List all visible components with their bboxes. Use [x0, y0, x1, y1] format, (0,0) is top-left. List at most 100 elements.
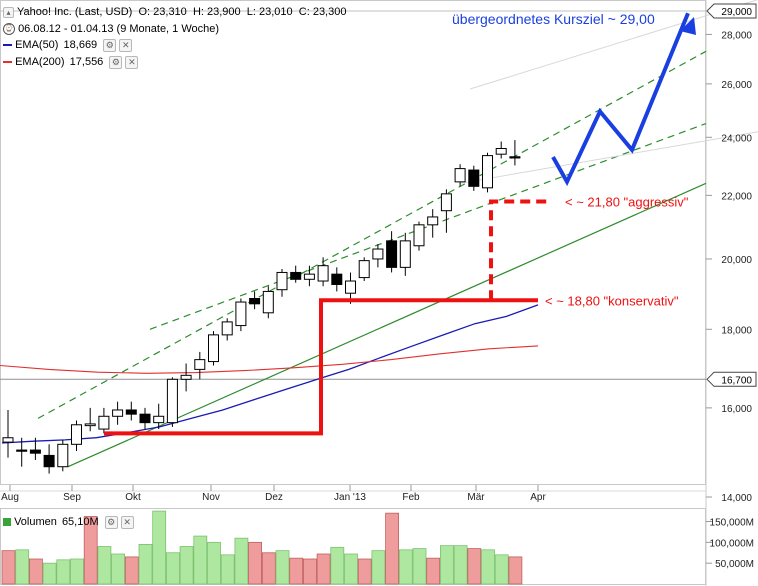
volume-bar: [302, 558, 317, 585]
candle: [112, 401, 124, 425]
candle: [468, 165, 480, 191]
gear-icon[interactable]: ⚙: [103, 38, 117, 52]
y-tick-label: 20,000: [721, 255, 752, 266]
x-tick-label: Feb: [402, 492, 420, 503]
candle-body: [221, 321, 233, 336]
candle-body: [98, 415, 110, 430]
candle: [98, 407, 110, 434]
ema200-swatch: [3, 61, 12, 64]
candle: [43, 444, 55, 474]
ema200-line: [0, 345, 539, 374]
y-tick-label: 18,000: [721, 325, 752, 336]
candle-body: [440, 193, 452, 212]
candle-body: [29, 449, 41, 454]
x-tick-label: Nov: [202, 492, 220, 503]
y-tick-label: 24,000: [721, 133, 752, 144]
volume-bar: [207, 541, 221, 585]
volume-bar: [152, 510, 167, 585]
volume-tick-label: 50,000M: [715, 559, 754, 570]
candle: [249, 291, 261, 310]
date-range: 06.08.12 - 01.04.13 (9 Monate, 1 Woche): [18, 23, 220, 35]
volume-bar: [220, 554, 235, 585]
volume-bar: [385, 512, 400, 585]
candle: [71, 420, 82, 451]
volume-bar: [357, 558, 372, 585]
gear-icon[interactable]: ⚙: [109, 55, 123, 69]
ema50-line: [1, 304, 539, 444]
x-tick-label: Jan '13: [334, 492, 366, 503]
volume-bar: [481, 549, 495, 585]
ema50-swatch: [3, 44, 12, 47]
candle: [139, 407, 151, 430]
candle: [153, 403, 165, 430]
candle-body: [235, 301, 247, 327]
candle-body: [454, 168, 466, 183]
candle-body: [153, 415, 165, 424]
candle-body: [509, 156, 521, 159]
close-icon[interactable]: ✕: [119, 38, 133, 52]
chevron-up-icon[interactable]: ▴: [3, 6, 14, 18]
candle: [399, 232, 411, 276]
candle: [386, 231, 398, 273]
ema50-legend[interactable]: EMA(50) 18,669 ⚙ ✕: [3, 38, 133, 52]
candle: [413, 221, 425, 251]
candle: [440, 189, 452, 233]
candle: [317, 257, 329, 287]
x-tick-label: Apr: [530, 492, 546, 503]
volume-bar: [494, 554, 509, 585]
candle-body: [2, 437, 14, 443]
reference-marker: [706, 371, 757, 387]
x-tick-label: Dez: [265, 492, 283, 503]
candle-body: [482, 155, 493, 189]
candle-body: [112, 409, 124, 417]
y-tick-label: 26,000: [721, 80, 752, 91]
close-icon[interactable]: ✕: [125, 55, 139, 69]
candle: [84, 407, 96, 432]
aggressive-annotation: < ~ 21,80 "aggressiv": [565, 194, 689, 209]
candle-body: [166, 378, 178, 424]
channel-middle-line: [149, 122, 707, 330]
channel-lower-line: [67, 182, 707, 468]
high-value: H: 23,900: [192, 6, 241, 18]
candle-body: [125, 409, 137, 415]
candle: [235, 298, 247, 332]
y-tick-label: 22,000: [721, 191, 752, 202]
candle-body: [71, 424, 82, 445]
volume-bar: [111, 553, 125, 585]
volume-bar: [193, 535, 208, 585]
close-icon[interactable]: ✕: [120, 515, 134, 529]
volume-bar: [453, 545, 468, 585]
low-value: L: 23,010: [246, 6, 293, 18]
ema200-legend[interactable]: EMA(200) 17,556 ⚙ ✕: [3, 55, 139, 69]
candle: [290, 265, 302, 283]
volume-bar: [56, 559, 71, 585]
candle-body: [399, 240, 411, 268]
target-annotation: übergeordnetes Kursziel ~ 29,00: [452, 11, 655, 27]
x-tick-label: Okt: [125, 492, 141, 503]
volume-bar: [28, 558, 43, 585]
gear-icon[interactable]: ⚙: [104, 515, 118, 529]
candle: [2, 409, 14, 458]
volume-bar: [439, 545, 454, 585]
volume-tick-label: 100,000M: [710, 538, 754, 549]
volume-bar: [248, 541, 263, 585]
volume-bar: [398, 549, 413, 585]
candle: [509, 140, 521, 166]
support-line-conservative: [104, 298, 538, 436]
target-arrowhead: [680, 17, 696, 35]
volume-swatch: [3, 518, 11, 527]
target-path: [551, 12, 690, 187]
volume-bar: [508, 556, 523, 585]
price-panel-frame: [0, 0, 706, 485]
candle-body: [345, 280, 356, 294]
candle: [125, 401, 137, 421]
candle-body: [495, 148, 507, 155]
volume-bar: [42, 562, 57, 585]
volume-bar: [316, 553, 331, 585]
volume-legend[interactable]: Volumen 65,10M ⚙ ✕: [3, 515, 134, 529]
volume-bar: [97, 546, 112, 585]
candle-body: [194, 359, 206, 370]
x-tick-label: Sep: [63, 492, 81, 503]
candle: [303, 265, 315, 287]
